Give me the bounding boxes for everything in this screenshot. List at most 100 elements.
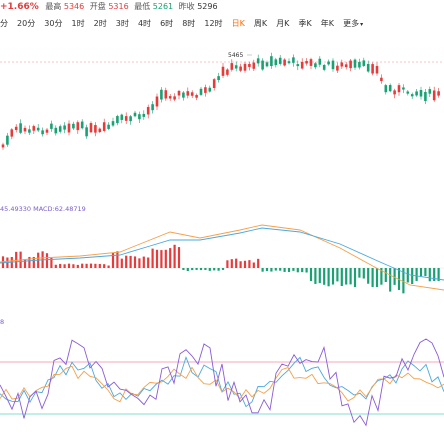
open-label: 开盘 bbox=[89, 2, 106, 11]
tab-12h[interactable]: 12时 bbox=[204, 19, 223, 28]
candle-body bbox=[353, 59, 357, 68]
macd-histogram-bar bbox=[424, 268, 427, 277]
candle-body bbox=[428, 89, 432, 94]
macd-histogram-bar bbox=[85, 263, 88, 268]
macd-histogram-bar bbox=[230, 259, 233, 268]
low-label: 最低 bbox=[134, 2, 151, 11]
tab-weekly-k[interactable]: 周K bbox=[253, 19, 268, 28]
candle-body bbox=[142, 113, 146, 117]
macd-histogram-bar bbox=[177, 247, 181, 268]
candle-body bbox=[362, 60, 366, 66]
quote-summary-row: +1.66% 最高 5346 开盘 5316 最低 5261 昨收 5296 bbox=[0, 0, 444, 14]
tab-20min[interactable]: 20分 bbox=[17, 19, 36, 28]
tab-monthly-k[interactable]: 月K bbox=[276, 19, 290, 28]
candle-body bbox=[336, 65, 339, 71]
tab-1h[interactable]: 1时 bbox=[71, 19, 85, 28]
candle-body bbox=[296, 64, 300, 67]
macd-histogram-bar bbox=[380, 268, 383, 285]
macd-histogram-bar bbox=[411, 268, 414, 285]
open-value: 5316 bbox=[108, 2, 129, 11]
macd-histogram-bar bbox=[371, 268, 374, 287]
candle-body bbox=[265, 62, 269, 67]
candle-body bbox=[129, 116, 132, 122]
tab-yearly-k[interactable]: 年K bbox=[320, 19, 335, 28]
macd-histogram-bar bbox=[195, 268, 198, 270]
candle-body bbox=[406, 91, 410, 94]
candle-body bbox=[10, 129, 14, 137]
macd-histogram-bar bbox=[182, 268, 185, 270]
macd-histogram-bar bbox=[406, 268, 409, 283]
candle-body bbox=[133, 112, 137, 117]
candle-body bbox=[67, 123, 71, 133]
low-value: 5261 bbox=[152, 2, 174, 11]
macd-histogram-bar bbox=[340, 268, 343, 286]
candle-body bbox=[239, 66, 242, 71]
macd-histogram-bar bbox=[76, 264, 79, 268]
macd-histogram-bar bbox=[274, 268, 277, 271]
candle-body bbox=[344, 64, 348, 68]
macd-histogram-bar bbox=[393, 268, 396, 285]
tab-more[interactable]: 更多 bbox=[343, 16, 363, 33]
candle-body bbox=[309, 59, 313, 66]
candle-body bbox=[371, 64, 374, 74]
tab-daily-k[interactable]: 日K bbox=[231, 19, 245, 28]
candle-body bbox=[177, 90, 181, 96]
candle-body bbox=[72, 123, 75, 129]
candle-body bbox=[204, 87, 207, 93]
macd-histogram-bar bbox=[292, 268, 295, 271]
macd-histogram-bar bbox=[257, 258, 260, 268]
macd-histogram-bar bbox=[362, 268, 365, 279]
macd-histogram-bar bbox=[155, 249, 159, 268]
candle-body bbox=[340, 62, 344, 67]
candle-body bbox=[358, 61, 361, 68]
change-percent: +1.66% bbox=[0, 2, 39, 12]
candle-body bbox=[168, 96, 172, 99]
tab-30min[interactable]: 30分 bbox=[44, 19, 63, 28]
candle-body bbox=[402, 87, 405, 90]
tab-2h[interactable]: 2时 bbox=[93, 19, 107, 28]
tab-minute[interactable]: 分 bbox=[0, 19, 8, 28]
macd-histogram-bar bbox=[243, 260, 247, 268]
macd-histogram-bar bbox=[345, 268, 348, 285]
macd-dea-line bbox=[0, 227, 444, 281]
candle-body bbox=[270, 56, 273, 67]
candle-body bbox=[32, 126, 36, 131]
tab-4h[interactable]: 4时 bbox=[137, 19, 152, 28]
macd-histogram-bar bbox=[336, 268, 339, 282]
macd-histogram-bar bbox=[331, 268, 335, 285]
macd-histogram-bar bbox=[72, 264, 75, 268]
macd-histogram-bar bbox=[327, 268, 330, 287]
macd-histogram bbox=[1, 244, 440, 294]
macd-histogram-bar bbox=[15, 251, 18, 268]
tab-8h[interactable]: 8时 bbox=[182, 19, 196, 28]
candle-body bbox=[50, 123, 53, 129]
candle-body bbox=[89, 123, 93, 133]
macd-histogram-bar bbox=[323, 268, 326, 285]
tab-quarterly-k[interactable]: 季K bbox=[298, 19, 312, 28]
macd-histogram-bar bbox=[433, 268, 436, 282]
candle-body bbox=[230, 63, 234, 70]
macd-histogram-bar bbox=[133, 256, 137, 268]
tab-3h[interactable]: 3时 bbox=[115, 19, 129, 28]
macd-histogram-bar bbox=[191, 268, 194, 271]
tab-6h[interactable]: 6时 bbox=[160, 19, 174, 28]
candle-body bbox=[300, 61, 304, 69]
candle-body bbox=[252, 62, 256, 69]
candle-body bbox=[116, 116, 119, 124]
macd-histogram-bar bbox=[120, 258, 123, 268]
macd-histogram-bar bbox=[67, 263, 71, 268]
macd-histogram-bar bbox=[221, 268, 225, 270]
macd-histogram-bar bbox=[204, 268, 207, 270]
candle-body bbox=[248, 63, 251, 67]
prev-close-label: 昨收 bbox=[178, 2, 195, 11]
candle-body bbox=[14, 126, 18, 131]
candle-body bbox=[199, 88, 203, 95]
kdj-d-line bbox=[0, 365, 444, 403]
candle-body bbox=[261, 60, 264, 70]
macd-histogram-bar bbox=[217, 268, 220, 271]
candle-body bbox=[195, 95, 198, 98]
candle-body bbox=[305, 61, 308, 64]
macd-histogram-bar bbox=[81, 263, 84, 268]
candle-body bbox=[278, 57, 282, 64]
